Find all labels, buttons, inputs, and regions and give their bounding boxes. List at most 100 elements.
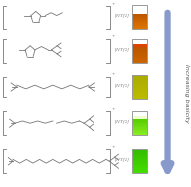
Text: [NTf$_2$]: [NTf$_2$] — [114, 13, 130, 20]
Bar — [133, 57, 147, 58]
Text: [NTf$_2$]: [NTf$_2$] — [114, 82, 130, 90]
Bar — [133, 91, 147, 92]
Bar — [133, 126, 147, 127]
Bar — [133, 159, 147, 160]
Bar — [133, 10, 147, 14]
Bar — [133, 83, 147, 85]
Bar — [133, 75, 147, 99]
Bar — [133, 124, 147, 125]
Bar — [133, 16, 147, 17]
Bar — [133, 49, 147, 50]
Text: +: + — [111, 72, 115, 76]
Bar — [133, 26, 147, 27]
Bar — [133, 17, 147, 18]
Bar — [133, 87, 147, 88]
Bar — [133, 5, 147, 10]
Bar — [133, 131, 147, 132]
Bar — [133, 50, 147, 51]
Bar — [133, 47, 147, 48]
Bar — [133, 130, 147, 131]
Bar — [133, 128, 147, 129]
Bar — [133, 19, 147, 20]
Bar — [133, 168, 147, 170]
Bar — [133, 151, 147, 153]
Bar — [133, 155, 147, 156]
Bar — [133, 166, 147, 167]
Bar — [133, 80, 147, 81]
Bar — [133, 21, 147, 22]
Bar — [133, 92, 147, 93]
Bar — [133, 61, 147, 62]
Bar — [133, 126, 147, 127]
Bar — [133, 167, 147, 168]
Bar — [133, 88, 147, 89]
Bar — [133, 86, 147, 87]
Bar — [133, 94, 147, 95]
Bar — [133, 39, 147, 44]
Bar — [133, 25, 147, 26]
Bar — [133, 162, 147, 164]
Bar — [133, 98, 147, 99]
Bar — [133, 161, 147, 163]
Text: +: + — [111, 145, 115, 149]
Bar — [133, 89, 147, 91]
Bar — [133, 23, 147, 24]
Bar — [133, 93, 147, 94]
Bar — [133, 51, 147, 52]
Bar — [133, 133, 147, 134]
Bar — [133, 169, 147, 171]
Bar — [133, 5, 147, 30]
Bar — [133, 122, 147, 123]
Bar — [133, 56, 147, 57]
Bar — [133, 153, 147, 154]
Bar — [133, 76, 147, 77]
Bar — [133, 95, 147, 97]
Bar — [133, 49, 147, 50]
Bar — [133, 132, 147, 133]
Bar — [133, 14, 147, 15]
Bar — [133, 52, 147, 53]
Text: +: + — [111, 107, 115, 111]
Bar — [133, 116, 147, 119]
Bar — [133, 150, 147, 152]
Bar — [133, 44, 147, 47]
Bar — [133, 48, 147, 49]
Bar — [133, 134, 147, 135]
Bar — [133, 18, 147, 19]
Bar — [133, 75, 147, 76]
Text: +: + — [111, 2, 115, 6]
Bar — [133, 130, 147, 131]
Bar — [133, 55, 147, 56]
Bar — [133, 120, 147, 121]
Bar — [133, 160, 147, 161]
Bar — [133, 149, 147, 150]
Bar — [133, 96, 147, 98]
Bar — [133, 121, 147, 122]
Text: [NTf$_2$]: [NTf$_2$] — [114, 156, 130, 164]
Bar — [133, 14, 147, 15]
Bar — [133, 129, 147, 130]
Text: [NTf$_2$]: [NTf$_2$] — [114, 118, 130, 126]
Bar — [133, 81, 147, 82]
Bar — [133, 123, 147, 124]
Bar — [133, 111, 147, 135]
Bar — [133, 20, 147, 21]
Bar — [133, 39, 147, 63]
Bar — [133, 59, 147, 61]
Bar — [133, 54, 147, 55]
Bar — [133, 18, 147, 19]
Bar — [133, 56, 147, 57]
Bar — [133, 60, 147, 61]
Bar — [133, 154, 147, 155]
Bar — [133, 163, 147, 165]
Bar — [133, 171, 147, 172]
Bar — [133, 84, 147, 86]
Bar — [133, 77, 147, 79]
Bar — [133, 24, 147, 25]
Bar — [133, 53, 147, 54]
Bar — [133, 157, 147, 159]
Bar — [133, 28, 147, 29]
Bar — [133, 28, 147, 30]
Bar — [133, 15, 147, 16]
Bar — [133, 156, 147, 158]
